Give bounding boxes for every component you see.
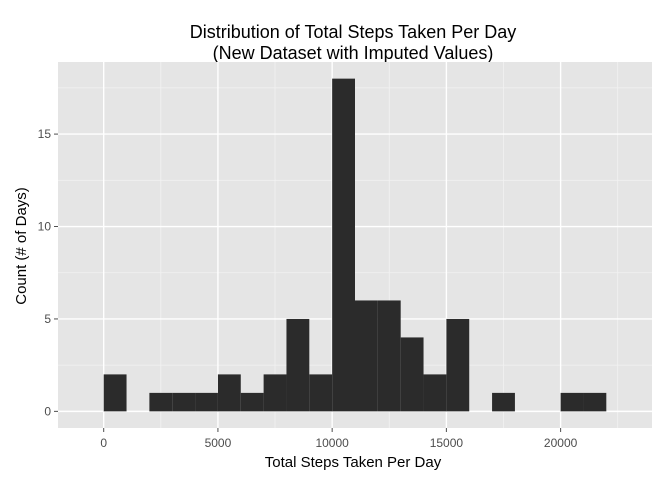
histogram-bar — [446, 318, 470, 412]
y-tick-label: 10 — [38, 220, 52, 234]
histogram-bar — [172, 392, 196, 412]
histogram-bar — [309, 374, 333, 412]
histogram-bar — [492, 392, 515, 412]
chart-title-line2: (New Dataset with Imputed Values) — [213, 43, 494, 63]
histogram-bar — [263, 374, 287, 412]
histogram-bars — [103, 78, 607, 412]
histogram-bar — [103, 374, 127, 412]
y-tick-label: 15 — [38, 127, 52, 141]
x-tick-label: 5000 — [205, 436, 232, 450]
histogram-bar — [332, 78, 355, 412]
x-axis: 0 5000 10000 15000 20000 — [100, 428, 578, 450]
histogram-bar — [195, 392, 218, 412]
histogram-bar — [240, 392, 264, 412]
histogram-bar — [355, 300, 378, 412]
x-tick-label: 15000 — [430, 436, 464, 450]
histogram-bar — [560, 392, 584, 412]
x-axis-title: Total Steps Taken Per Day — [265, 454, 442, 471]
y-axis: 0 5 10 15 — [38, 127, 58, 418]
histogram-bar — [286, 318, 310, 412]
histogram-bar — [149, 392, 173, 412]
y-tick-label: 0 — [44, 404, 51, 418]
y-axis-title: Count (# of Days) — [13, 187, 30, 305]
histogram-bar — [583, 392, 607, 412]
histogram-bar — [423, 374, 447, 412]
histogram-bar — [217, 374, 241, 412]
x-tick-label: 0 — [100, 436, 107, 450]
histogram-bar — [400, 337, 424, 412]
x-tick-label: 10000 — [315, 436, 349, 450]
chart-title-line1: Distribution of Total Steps Taken Per Da… — [190, 22, 517, 42]
x-tick-label: 20000 — [544, 436, 578, 450]
y-tick-label: 5 — [44, 312, 51, 326]
histogram-bar — [377, 300, 401, 412]
